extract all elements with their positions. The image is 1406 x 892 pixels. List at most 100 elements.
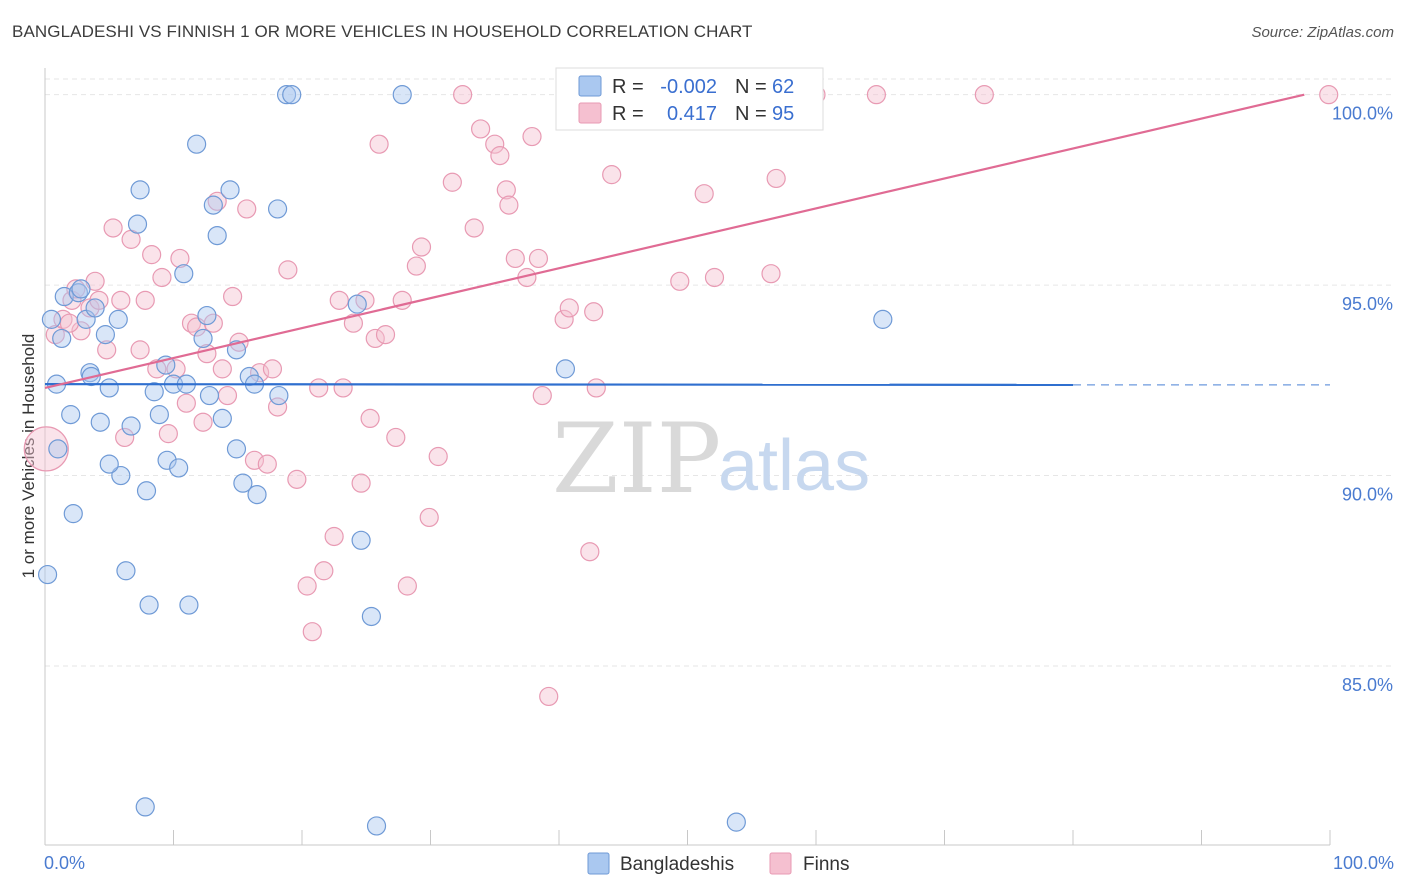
- y-tick-label-85: 85.0%: [1342, 675, 1393, 695]
- finns-point-61: [428, 446, 448, 467]
- finns-point-75: [539, 686, 559, 707]
- bottom-legend-swatch-finns: [769, 852, 792, 875]
- watermark-zip: ZIP: [552, 403, 721, 515]
- x-tick-marks: [173, 830, 1331, 845]
- y-axis-label: 1 or more Vehicles in Household: [19, 334, 38, 579]
- finns-point-80: [586, 378, 606, 398]
- bangladeshis-point-42: [233, 473, 253, 493]
- finns-point-81: [602, 165, 622, 185]
- series-legend: Bangladeshis Finns: [587, 852, 849, 875]
- finns-point-39: [278, 260, 298, 280]
- bangladeshis-point-30: [174, 264, 194, 284]
- finns-point-70: [505, 248, 525, 269]
- finns-points: [23, 85, 1339, 707]
- bangladeshis-point-33: [193, 328, 213, 349]
- finns-point-43: [309, 378, 329, 398]
- finns-point-21: [170, 248, 190, 269]
- finns-point-55: [386, 427, 406, 448]
- finns-point-18: [152, 267, 172, 288]
- bangladeshis-point-56: [726, 812, 746, 832]
- finns-point-19: [158, 424, 178, 444]
- finns-point-31: [223, 286, 243, 307]
- bangladeshis-point-25: [149, 405, 169, 425]
- bangladeshis-point-38: [212, 408, 232, 429]
- finns-point-28: [207, 191, 227, 211]
- y-tick-label-90: 90.0%: [1342, 485, 1393, 505]
- bangladeshis-point-22: [136, 481, 157, 501]
- finns-point-87: [761, 264, 781, 284]
- legend-n-value-2: 95: [772, 103, 794, 125]
- bangladeshis-point-55: [555, 359, 576, 379]
- bangladeshis-point-29: [169, 458, 189, 478]
- finns-point-52: [365, 328, 385, 349]
- bangladeshis-point-49: [282, 85, 302, 105]
- bangladeshis-trend-line: [44, 383, 1074, 386]
- bangladeshis-point-34: [197, 305, 217, 326]
- bangladeshis-point-41: [226, 439, 247, 459]
- bangladeshis-point-0: [37, 564, 58, 585]
- bangladeshis-point-23: [139, 595, 159, 615]
- finns-point-42: [302, 622, 322, 642]
- legend-swatch-bangladeshis: [578, 75, 602, 97]
- finns-point-51: [360, 408, 380, 429]
- bangladeshis-point-51: [351, 530, 371, 550]
- bangladeshis-point-12: [85, 298, 105, 318]
- finns-point-5: [71, 321, 91, 341]
- finns-point-85: [704, 267, 725, 288]
- bangladeshis-point-60: [99, 454, 119, 474]
- finns-point-49: [351, 473, 371, 493]
- bangladeshis-point-4: [54, 286, 74, 307]
- finns-point-84: [694, 184, 714, 204]
- bangladeshis-point-48: [276, 85, 297, 105]
- finns-point-58: [406, 256, 426, 276]
- watermark-atlas: atlas: [718, 426, 870, 506]
- y-tick-label-95: 95.0%: [1342, 294, 1393, 314]
- finns-point-57: [397, 576, 417, 596]
- finns-point-30: [217, 385, 238, 406]
- finns-point-45: [324, 526, 344, 547]
- bangladeshis-point-46: [267, 199, 288, 219]
- y-tick-label-100: 100.0%: [1332, 104, 1393, 124]
- bangladeshis-points: [37, 85, 893, 836]
- finns-point-47: [333, 378, 353, 398]
- bangladeshis-point-31: [179, 595, 199, 615]
- finns-point-0: [23, 426, 69, 472]
- bangladeshis-point-17: [111, 465, 131, 486]
- legend-n-label-1: N =: [735, 76, 767, 98]
- bangladeshis-point-35: [199, 385, 220, 406]
- bangladeshis-point-13: [90, 412, 110, 432]
- finns-point-77: [559, 298, 579, 318]
- bangladeshis-point-15: [99, 378, 119, 398]
- finns-point-20: [166, 359, 186, 379]
- bangladeshis-point-58: [135, 797, 155, 817]
- bangladeshis-point-5: [61, 405, 81, 425]
- bangladeshis-point-16: [108, 309, 128, 329]
- finns-point-36: [257, 454, 277, 474]
- finns-point-46: [329, 290, 349, 310]
- finns-point-44: [314, 561, 334, 581]
- bangladeshis-point-21: [130, 180, 150, 200]
- bangladeshis-point-36: [203, 195, 223, 215]
- finns-point-88: [766, 168, 786, 189]
- finns-point-10: [103, 218, 123, 238]
- finns-point-66: [485, 134, 505, 154]
- finns-point-29: [212, 359, 232, 379]
- legend-swatch-finns: [578, 102, 602, 124]
- finns-point-37: [262, 359, 283, 379]
- bangladeshis-point-6: [63, 504, 83, 524]
- finns-point-48: [343, 313, 363, 333]
- bangladeshis-point-52: [361, 606, 381, 627]
- bangladeshis-point-24: [144, 382, 164, 402]
- finns-point-67: [490, 146, 510, 166]
- finns-point-33: [237, 199, 257, 219]
- finns-point-72: [522, 126, 542, 147]
- bangladeshis-point-54: [392, 85, 412, 105]
- finns-point-63: [453, 85, 473, 105]
- finns-point-59: [411, 237, 432, 257]
- bangladeshis-point-37: [207, 225, 227, 246]
- finns-point-54: [375, 325, 396, 345]
- finns-point-22: [176, 393, 196, 413]
- bangladeshis-point-8: [71, 279, 91, 299]
- stats-legend: R = -0.002 N = 62 R = 0.417 N = 95: [555, 67, 824, 131]
